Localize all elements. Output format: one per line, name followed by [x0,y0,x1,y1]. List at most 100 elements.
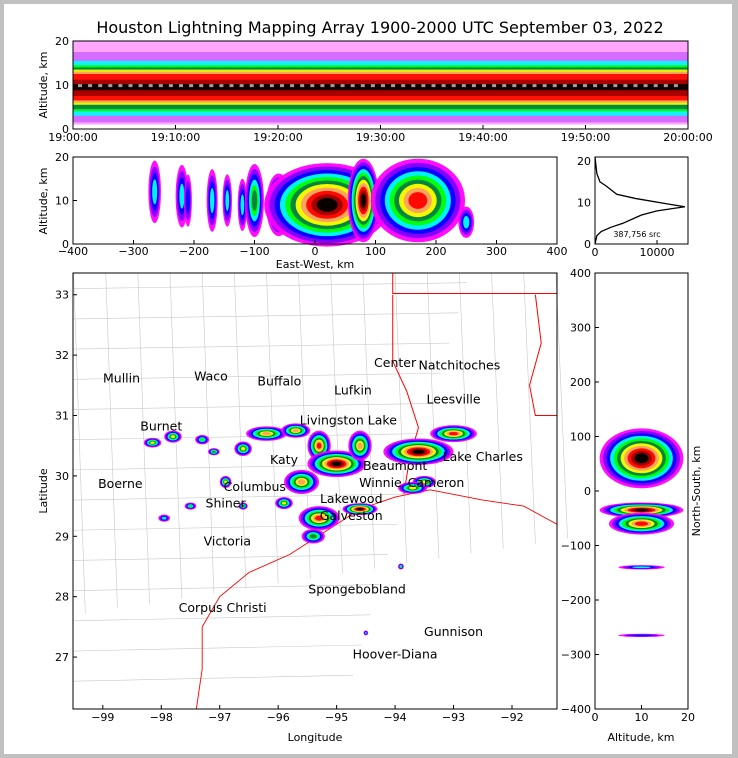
storm-cell [179,183,185,209]
northsouth-axis-tick-label: 400 [570,267,591,280]
altitude-time-peak [653,84,658,88]
altitude-time-peak [259,84,264,88]
altitude-time-peak [330,84,335,88]
altitude-time-peak [643,84,648,88]
place-label: Lufkin [334,382,372,397]
altitude-time-peak [138,84,143,88]
x-axis-label: East-West, km [276,258,354,271]
altitude-time-peak [451,84,456,88]
county-line [72,523,397,531]
storm-cell [152,179,158,205]
altitude-time-peak [673,84,678,88]
altitude-time-peak [179,84,183,88]
storm-cell [364,631,367,634]
altitude-time-peak [128,84,133,88]
altitude-time-peak [350,84,355,88]
altitude-time-peak [572,84,577,88]
northsouth-axis-tick-label: −100 [561,540,591,553]
storm-cell [357,442,363,450]
storm-cell [240,446,246,451]
storm-cell [412,449,425,454]
altitude-time-peak [381,84,385,88]
altitude-time-peak [411,84,416,88]
county-grid [72,272,568,682]
altitude-time-peak [593,84,598,88]
altitude-time-peak [532,84,537,88]
place-label: Katy [270,452,299,467]
eastwest-axis-tick-label: 300 [486,245,507,258]
altitude-tick-label: 0 [584,238,591,251]
time-axis-tick-label: 19:40:00 [458,131,507,144]
storm-cell [331,461,342,467]
altitude-time-peak [118,84,123,88]
altitude-time-peak [229,84,234,88]
altitude-axis-tick-label: 0 [592,711,599,724]
altitude-time-peak [482,84,486,88]
altitude-axis-tick-label: 20 [55,35,69,48]
latitude-axis-tick-label: 28 [55,591,69,604]
altitude-time-heatmap [73,41,688,125]
place-label: Beaumont [363,458,428,473]
altitude-time-peak [158,84,163,88]
storm-cell [463,215,470,229]
county-line [72,372,441,380]
storm-cell [357,508,363,511]
longitude-axis-tick-label: −95 [325,711,348,724]
storm-cell [399,565,402,568]
altitude-time-peak [168,84,173,88]
count-tick-label: 10000 [640,246,675,259]
storm-cell [634,453,649,464]
x-axis-label: Longitude [288,731,343,744]
eastwest-axis-tick-label: −200 [179,245,209,258]
altitude-time-peak [603,84,608,88]
source-count-annotation: 387,756 src [613,230,660,239]
latitude-axis-tick-label: 31 [55,410,69,423]
altitude-northsouth-heatmap [599,428,684,638]
altitude-time-peak [310,84,315,88]
altitude-time-peak [562,84,567,88]
altitude-time-peak [613,84,618,88]
altitude-time-peak [320,84,325,88]
longitude-axis-tick-label: −92 [500,711,523,724]
northsouth-axis-tick-label: 300 [570,322,591,335]
altitude-time-peak [340,84,345,88]
altitude-time-peak [471,84,476,88]
altitude-time-peak [269,84,274,88]
altitude-tick-label: 20 [577,155,591,168]
histogram-frame [594,156,689,245]
storm-cell [421,480,428,484]
time-axis-tick-label: 19:00:00 [48,131,97,144]
altitude-axis-tick-label: 10 [55,195,69,208]
place-label: Winnie [359,475,402,490]
longitude-axis-tick-label: −98 [150,711,173,724]
altitude-northsouth-frame [594,272,689,710]
longitude-axis-tick-label: −97 [208,711,231,724]
altitude-time-peak [370,84,375,88]
altitude-time-peak [431,84,436,88]
storm-cell [185,187,190,214]
altitude-time-peak [88,84,93,88]
altitude-time-peak [502,84,507,88]
storm-cell [315,515,324,521]
altitude-axis-tick-label: 0 [62,238,69,251]
state-border [392,273,557,295]
eastwest-axis-tick-label: −300 [118,245,148,258]
altitude-time-peak [219,84,224,88]
time-axis-tick-label: 19:20:00 [253,131,302,144]
eastwest-axis-tick-label: 0 [312,245,319,258]
county-line [72,644,362,652]
altitude-time-peak [78,84,82,88]
county-line [523,272,536,544]
county-line [72,342,450,350]
storm-cell [292,429,299,433]
place-label: Lakewood [320,491,383,506]
county-line [72,584,380,591]
county-line [234,272,247,589]
y-axis-label: Altitude, km [37,167,50,234]
state-border-mississippi [529,294,557,417]
altitude-time-peak [249,84,254,88]
storm-cell [408,192,428,209]
storm-cell [199,438,205,442]
storm-cell [241,505,245,508]
